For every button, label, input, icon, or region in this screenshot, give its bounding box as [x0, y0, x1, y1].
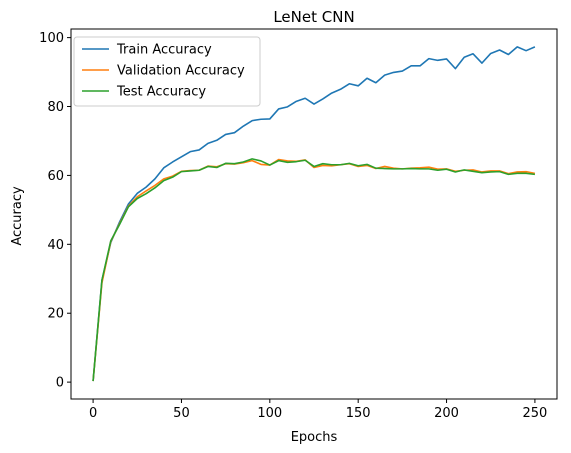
legend-box [73, 36, 261, 107]
y-tick-label: 0 [56, 376, 64, 391]
legend-label: Validation Accuracy [117, 64, 245, 79]
x-tick-label: 200 [434, 406, 459, 421]
y-tick-label: 60 [47, 169, 64, 184]
y-tick-label: 80 [47, 100, 64, 115]
y-tick-label: 20 [47, 307, 64, 322]
series-layer [92, 46, 536, 382]
legend-label: Train Accuracy [116, 43, 212, 58]
series-line-train-accuracy [92, 46, 536, 382]
chart-title: LeNet CNN [273, 8, 354, 26]
x-tick-label: 50 [173, 406, 190, 421]
y-axis-label: Accuracy [10, 186, 25, 246]
y-tick-label: 100 [39, 31, 64, 46]
legend-label: Test Accuracy [116, 85, 206, 100]
legend: Train Accuracy Validation Accuracy Test Ac… [73, 36, 261, 107]
plot-frame [70, 28, 558, 400]
x-tick-label: 150 [346, 406, 371, 421]
x-axis-label: Epochs [291, 430, 338, 445]
series-line-validation-accuracy [92, 158, 536, 382]
x-tick-label: 0 [89, 406, 97, 421]
y-axis-ticks: 0 20 40 60 80 100 [39, 31, 71, 391]
series-line-test-accuracy [92, 158, 536, 382]
y-tick-label: 40 [47, 238, 64, 253]
x-axis-ticks: 0 50 100 150 200 250 [89, 399, 547, 421]
x-tick-label: 250 [522, 406, 547, 421]
x-tick-label: 100 [257, 406, 282, 421]
